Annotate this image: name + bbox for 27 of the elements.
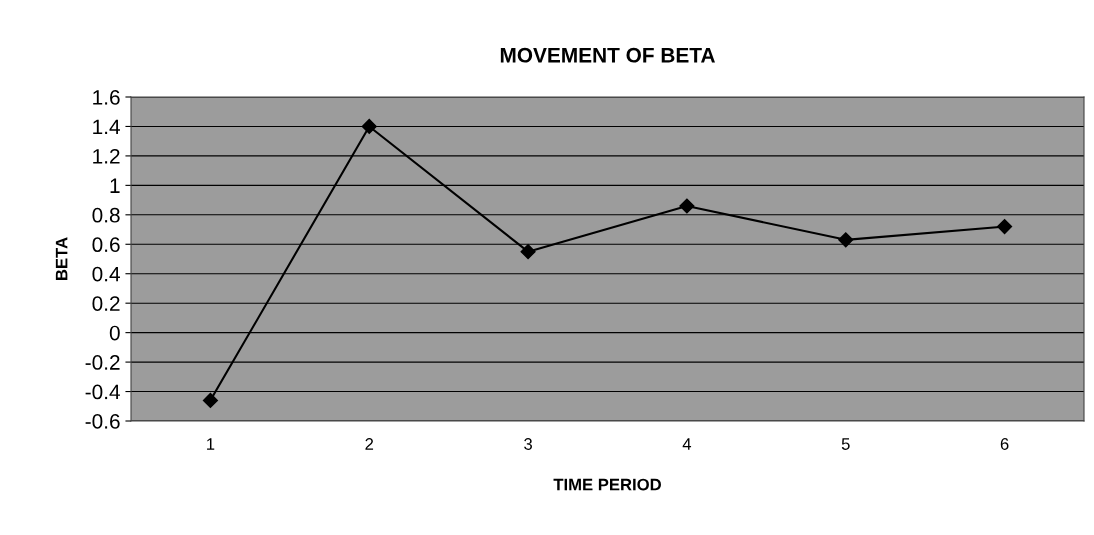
x-tick-label: 1 [207, 438, 215, 450]
y-tick-label: -0.4 [85, 384, 120, 400]
point [520, 244, 536, 260]
point [997, 219, 1013, 235]
y-tick-label: 0.6 [92, 237, 120, 253]
x-tick-label: 2 [365, 438, 374, 450]
y-tick-label: 1.4 [93, 119, 120, 134]
x-axis-title: TIME PERIOD [553, 478, 661, 491]
point [838, 232, 854, 248]
y-tick-label: 1.6 [93, 90, 120, 105]
y-tick-label: 0 [109, 325, 120, 341]
y-tick-label: 0.2 [92, 296, 120, 311]
y-tick-label: 1 [110, 178, 120, 193]
y-tick-label: 0.8 [92, 207, 120, 223]
x-tick-label: 4 [682, 438, 692, 450]
x-tick-label: 3 [524, 438, 532, 450]
x-tick-label: 5 [841, 438, 850, 450]
y-tick-label: -0.6 [85, 414, 120, 429]
chart-title: MOVEMENT OF BETA [500, 47, 715, 63]
point [202, 392, 218, 408]
y-tick-label: 0.4 [92, 266, 120, 282]
point [361, 118, 377, 135]
x-tick-label: 6 [1000, 438, 1009, 450]
y-tick-label: -0.2 [85, 355, 120, 370]
y-axis-title: BETA [55, 237, 68, 280]
point [679, 198, 695, 214]
y-tick-label: 1.2 [93, 148, 120, 164]
